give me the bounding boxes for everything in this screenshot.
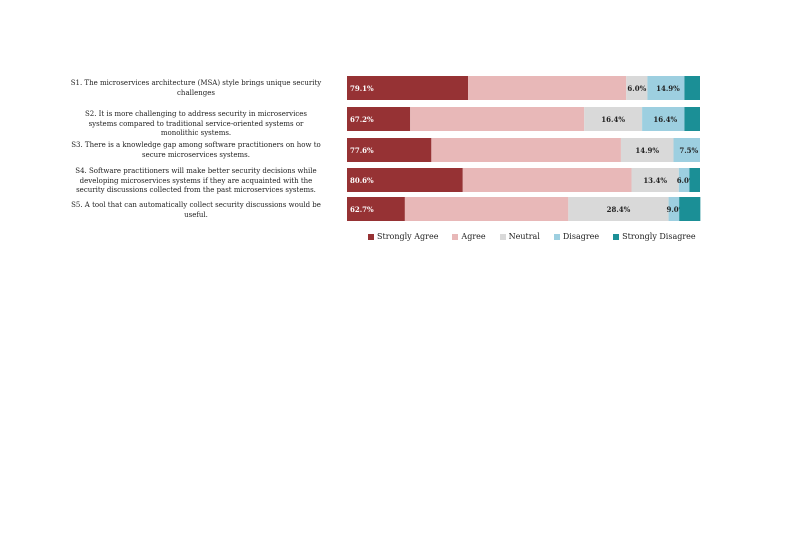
bar-segment-strongly-agree-s2 xyxy=(347,107,411,131)
legend-swatch xyxy=(499,233,506,240)
bar-segment-strongly-disagree-s4 xyxy=(689,168,700,192)
legend-item-neutral: Neutral xyxy=(499,232,540,241)
legend-label: Disagree xyxy=(562,232,600,241)
bar-segment-strongly-agree-s4 xyxy=(347,168,463,192)
statement-s3: S3. There is a knowledge gap among softw… xyxy=(71,141,321,159)
bar-segment-disagree-s3 xyxy=(673,138,700,162)
bar-segment-disagree-s5 xyxy=(668,197,680,221)
legend: Strongly Agree Agree Neutral Disagree St… xyxy=(368,232,696,241)
bar-segment-agree-s2 xyxy=(410,107,585,131)
legend-swatch xyxy=(553,233,560,240)
legend-label: Agree xyxy=(461,232,486,241)
bar-segment-strongly-agree-s5 xyxy=(347,197,405,221)
bar-segment-agree-s3 xyxy=(431,138,621,162)
bar-segment-agree-s1 xyxy=(468,76,627,100)
bar-segment-strongly-agree-s3 xyxy=(347,138,432,162)
legend-swatch xyxy=(368,233,374,240)
statement-s1: S1. The microservices architecture (MSA)… xyxy=(70,79,322,97)
statement-s5: S5. A tool that can automatically collec… xyxy=(71,201,321,219)
bar-segment-disagree-s4 xyxy=(678,168,690,192)
data-label-neutral-s5: 28.4% xyxy=(607,205,631,214)
data-label-disagree-s5: 9.0% xyxy=(666,205,685,214)
legend-label: Neutral xyxy=(508,232,540,241)
legend-swatch xyxy=(452,233,459,240)
legend-label: Strongly Agree xyxy=(377,232,439,241)
data-label-disagree-s3: 7.5% xyxy=(679,146,698,155)
data-label-strongly-agree-s3: 77.6% xyxy=(350,146,374,155)
statement-s2: S2. It is more challenging to address se… xyxy=(84,110,308,137)
bar-segment-disagree-s1 xyxy=(647,76,685,100)
bar-segment-agree-s4 xyxy=(462,168,632,192)
statement-s4: S4. Software practitioners will make bet… xyxy=(75,167,317,194)
legend-item-agree: Agree xyxy=(452,232,486,241)
data-label-disagree-s1: 14.9% xyxy=(656,84,680,93)
bar-segment-neutral-s1 xyxy=(626,76,648,100)
data-label-neutral-s2: 16.4% xyxy=(601,115,625,124)
bar-segment-disagree-s2 xyxy=(642,107,685,131)
data-label-disagree-s2: 16.4% xyxy=(653,115,677,124)
data-label-strongly-agree-s2: 67.2% xyxy=(350,115,374,124)
bar-segment-strongly-disagree-s5 xyxy=(679,197,701,221)
bar-segment-agree-s5 xyxy=(404,197,569,221)
legend-label: Strongly Disagree xyxy=(622,232,696,241)
legend-item-strongly-agree: Strongly Agree xyxy=(368,232,438,241)
data-label-neutral-s4: 13.4% xyxy=(643,176,667,185)
data-label-strongly-agree-s1: 79.1% xyxy=(350,84,374,93)
bar-segment-neutral-s5 xyxy=(568,197,669,221)
data-label-neutral-s1: 6.0% xyxy=(627,84,646,93)
bar-segment-strongly-disagree-s2 xyxy=(684,107,700,131)
legend-item-strongly-disagree: Strongly Disagree xyxy=(613,232,696,241)
legend-item-disagree: Disagree xyxy=(553,232,600,241)
data-label-neutral-s3: 14.9% xyxy=(635,146,659,155)
data-label-strongly-agree-s5: 62.7% xyxy=(350,205,374,214)
data-label-disagree-s4: 6.0% xyxy=(677,176,696,185)
legend-swatch xyxy=(613,233,620,240)
data-label-strongly-agree-s4: 80.6% xyxy=(350,176,374,185)
bar-segment-neutral-s2 xyxy=(584,107,643,131)
bar-segment-neutral-s4 xyxy=(631,168,679,192)
bar-segment-strongly-agree-s1 xyxy=(347,76,469,100)
bar-segment-strongly-disagree-s1 xyxy=(684,76,700,100)
bar-segment-neutral-s3 xyxy=(620,138,674,162)
